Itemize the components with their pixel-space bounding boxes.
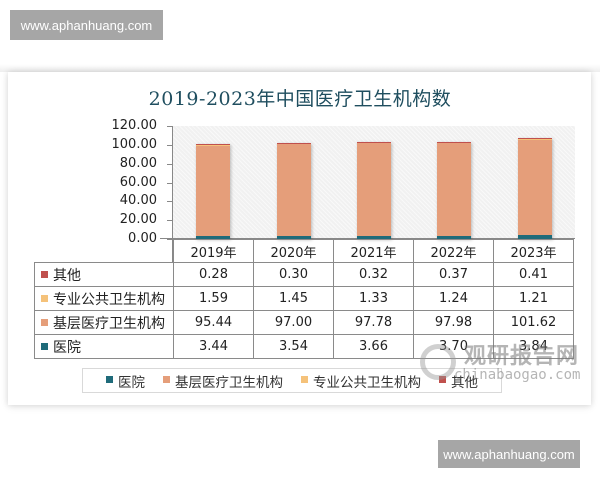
table-cell: 0.41 [493, 262, 574, 287]
row-label-text: 其他 [53, 267, 81, 284]
watermark-badge-bottom: www.aphanhuang.com [438, 440, 580, 468]
column-header: 2021年 [333, 239, 414, 263]
legend-swatch-icon [163, 376, 170, 383]
chart-title: 2019-2023年中国医疗卫生机构数 [148, 88, 452, 110]
table-corner [35, 240, 174, 263]
row-label: 基层医疗卫生机构 [34, 310, 174, 335]
legend-swatch-icon [301, 376, 308, 383]
bar-segment [437, 143, 472, 236]
table-cell: 3.70 [413, 334, 494, 359]
chart-legend: 医院 基层医疗卫生机构 专业公共卫生机构 其他 [82, 368, 502, 393]
y-tick-mark [167, 239, 172, 240]
legend-label: 专业公共卫生机构 [313, 374, 421, 391]
stacked-bar [517, 138, 552, 239]
row-swatch-icon [41, 343, 48, 350]
row-label-text: 医院 [53, 339, 81, 356]
column-header: 2019年 [173, 239, 254, 263]
legend-swatch-icon [106, 376, 113, 383]
column-header: 2022年 [413, 239, 494, 263]
legend-swatch-icon [439, 376, 446, 383]
bar-segment [196, 235, 231, 239]
y-tick-label: 100.00 [111, 136, 158, 152]
row-label: 医院 [34, 334, 174, 359]
bar-segment [196, 145, 231, 236]
stacked-bar [437, 141, 472, 239]
card-top-shadow [0, 64, 600, 72]
data-table: 2019年 2020年 2021年 2022年 2023年 其他 0.28 0.30… [34, 239, 574, 359]
stacked-bar [357, 141, 391, 239]
y-axis-line [172, 126, 173, 262]
table-row: 基层医疗卫生机构 95.44 97.00 97.78 97.98 101.62 [34, 310, 574, 335]
table-cell: 0.37 [413, 262, 494, 287]
table-cell: 101.62 [493, 310, 574, 335]
row-swatch-icon [41, 295, 48, 302]
y-tick-label: 40.00 [119, 193, 157, 209]
watermark-badge-top: www.aphanhuang.com [10, 10, 163, 40]
legend-label: 基层医疗卫生机构 [175, 374, 283, 391]
bar-segment [517, 235, 552, 239]
y-tick-mark [167, 126, 172, 127]
table-cell: 95.44 [173, 310, 254, 335]
y-tick-mark [167, 201, 172, 202]
row-label-text: 专业公共卫生机构 [53, 291, 165, 308]
table-cell: 3.84 [493, 334, 574, 359]
bar-segment [196, 144, 231, 146]
y-tick-mark [167, 164, 172, 165]
row-swatch-icon [41, 271, 48, 278]
table-header-row: 2019年 2020年 2021年 2022年 2023年 [35, 239, 574, 263]
bar-segment [276, 235, 311, 239]
y-tick-mark [167, 220, 172, 221]
stacked-bar [276, 142, 311, 239]
table-cell: 0.32 [333, 262, 414, 287]
y-tick-label: 60.00 [119, 174, 157, 190]
legend-item-other: 其他 [439, 371, 478, 391]
table-cell: 3.54 [253, 334, 334, 359]
table-cell: 3.44 [173, 334, 254, 359]
column-header: 2020年 [253, 239, 334, 263]
bar-segment [357, 142, 391, 144]
table-cell: 1.21 [493, 286, 574, 311]
y-tick-label: 20.00 [119, 212, 157, 228]
bar-segment [517, 138, 552, 140]
table-cell: 97.78 [333, 310, 414, 335]
table-cell: 0.28 [173, 262, 254, 287]
bar-segment [276, 144, 311, 236]
bar-segment [517, 139, 552, 236]
row-label: 其他 [34, 262, 174, 287]
y-tick-label: 120.00 [111, 118, 158, 133]
y-tick-label: 0.00 [128, 231, 157, 246]
legend-label: 医院 [118, 374, 145, 391]
table-cell: 1.45 [253, 286, 334, 311]
row-label-text: 基层医疗卫生机构 [53, 315, 165, 332]
column-header: 2023年 [493, 239, 574, 263]
table-cell: 0.30 [253, 262, 334, 287]
table-cell: 1.24 [413, 286, 494, 311]
table-cell: 97.00 [253, 310, 334, 335]
table-cell: 97.98 [413, 310, 494, 335]
y-tick-mark [167, 183, 172, 184]
y-tick-label: 80.00 [119, 155, 157, 171]
legend-item-primary-care: 基层医疗卫生机构 [163, 371, 283, 391]
legend-item-public-health: 专业公共卫生机构 [301, 371, 421, 391]
row-swatch-icon [41, 319, 48, 326]
table-cell: 1.33 [333, 286, 414, 311]
table-cell: 3.66 [333, 334, 414, 359]
table-row: 其他 0.28 0.30 0.32 0.37 0.41 [34, 262, 574, 287]
y-tick-mark [167, 145, 172, 146]
bar-segment [437, 142, 472, 144]
bar-segment [437, 235, 472, 239]
legend-label: 其他 [451, 374, 478, 391]
legend-item-hospital: 医院 [106, 371, 145, 391]
table-row: 医院 3.44 3.54 3.66 3.70 3.84 [34, 334, 574, 359]
bar-segment [357, 143, 391, 236]
row-label: 专业公共卫生机构 [34, 286, 174, 311]
table-row: 专业公共卫生机构 1.59 1.45 1.33 1.24 1.21 [34, 286, 574, 311]
bar-segment [357, 235, 391, 239]
bar-segment [276, 142, 311, 145]
table-cell: 1.59 [173, 286, 254, 311]
stacked-bar [196, 144, 231, 239]
